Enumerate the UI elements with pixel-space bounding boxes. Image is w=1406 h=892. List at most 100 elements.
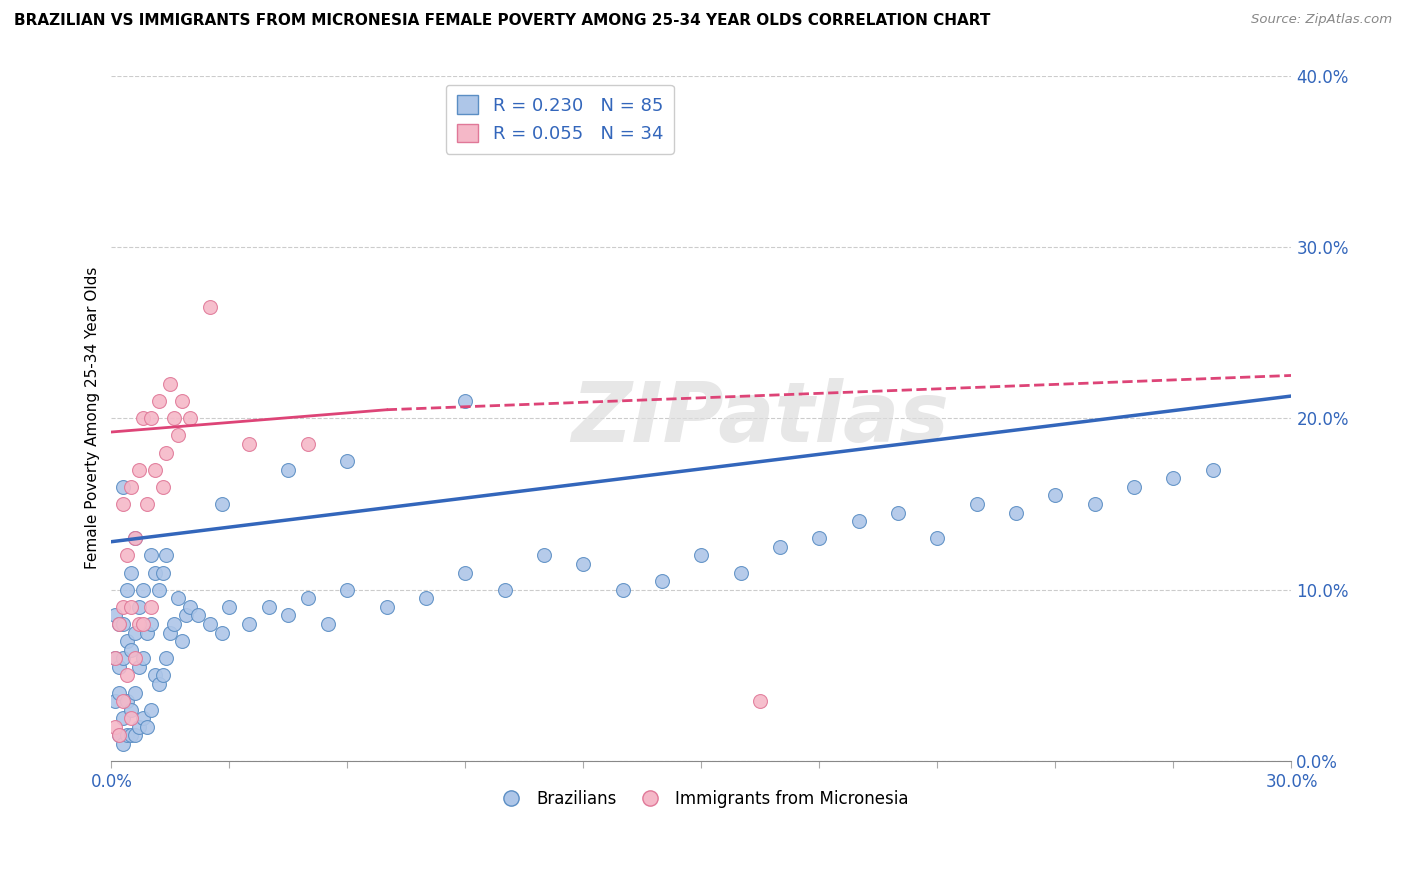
Point xyxy=(238,617,260,632)
Point xyxy=(148,677,170,691)
Point xyxy=(159,377,181,392)
Point xyxy=(1202,463,1225,477)
Point xyxy=(132,411,155,425)
Point xyxy=(172,634,194,648)
Point xyxy=(1045,488,1067,502)
Point xyxy=(115,694,138,708)
Point xyxy=(112,711,135,725)
Point xyxy=(124,728,146,742)
Y-axis label: Female Poverty Among 25-34 Year Olds: Female Poverty Among 25-34 Year Olds xyxy=(86,267,100,569)
Point xyxy=(155,549,177,563)
Point xyxy=(1123,480,1146,494)
Point xyxy=(277,463,299,477)
Point xyxy=(120,703,142,717)
Point xyxy=(104,608,127,623)
Point xyxy=(132,711,155,725)
Point xyxy=(179,411,201,425)
Point xyxy=(257,599,280,614)
Point xyxy=(104,694,127,708)
Point xyxy=(336,582,359,597)
Point xyxy=(132,617,155,632)
Point xyxy=(139,617,162,632)
Point xyxy=(115,549,138,563)
Point xyxy=(108,685,131,699)
Point xyxy=(124,685,146,699)
Point xyxy=(415,591,437,606)
Point xyxy=(115,634,138,648)
Point xyxy=(124,531,146,545)
Point xyxy=(187,608,209,623)
Point xyxy=(1084,497,1107,511)
Point xyxy=(651,574,673,588)
Point xyxy=(112,737,135,751)
Point xyxy=(163,617,186,632)
Point xyxy=(135,625,157,640)
Point xyxy=(155,651,177,665)
Point xyxy=(108,728,131,742)
Point xyxy=(808,531,831,545)
Point xyxy=(128,463,150,477)
Point xyxy=(115,668,138,682)
Point xyxy=(128,660,150,674)
Point xyxy=(124,651,146,665)
Point xyxy=(848,514,870,528)
Point xyxy=(375,599,398,614)
Point xyxy=(120,566,142,580)
Point xyxy=(572,557,595,571)
Point xyxy=(198,617,221,632)
Point xyxy=(135,497,157,511)
Point xyxy=(120,480,142,494)
Point xyxy=(112,694,135,708)
Point xyxy=(120,642,142,657)
Point xyxy=(108,617,131,632)
Point xyxy=(749,694,772,708)
Point xyxy=(174,608,197,623)
Point xyxy=(172,394,194,409)
Point xyxy=(104,720,127,734)
Point xyxy=(690,549,713,563)
Point xyxy=(211,497,233,511)
Point xyxy=(316,617,339,632)
Point xyxy=(336,454,359,468)
Point xyxy=(120,711,142,725)
Text: ZIPatlas: ZIPatlas xyxy=(571,378,949,458)
Point xyxy=(1005,506,1028,520)
Point xyxy=(218,599,240,614)
Point xyxy=(132,582,155,597)
Point xyxy=(132,651,155,665)
Point xyxy=(454,566,477,580)
Legend: Brazilians, Immigrants from Micronesia: Brazilians, Immigrants from Micronesia xyxy=(488,783,915,814)
Point xyxy=(927,531,949,545)
Point xyxy=(198,300,221,314)
Point xyxy=(115,728,138,742)
Point xyxy=(494,582,516,597)
Point xyxy=(179,599,201,614)
Point xyxy=(163,411,186,425)
Point xyxy=(533,549,555,563)
Point xyxy=(152,480,174,494)
Point xyxy=(104,651,127,665)
Point xyxy=(148,582,170,597)
Point xyxy=(112,617,135,632)
Point xyxy=(612,582,634,597)
Point xyxy=(128,720,150,734)
Point xyxy=(155,445,177,459)
Point xyxy=(112,599,135,614)
Point xyxy=(112,497,135,511)
Point xyxy=(148,394,170,409)
Point xyxy=(120,728,142,742)
Point xyxy=(108,728,131,742)
Point xyxy=(297,591,319,606)
Point xyxy=(152,668,174,682)
Point xyxy=(152,566,174,580)
Point xyxy=(112,651,135,665)
Point xyxy=(115,582,138,597)
Point xyxy=(139,599,162,614)
Point xyxy=(143,566,166,580)
Point xyxy=(730,566,752,580)
Point xyxy=(104,651,127,665)
Point xyxy=(211,625,233,640)
Point xyxy=(769,540,792,554)
Point xyxy=(167,428,190,442)
Point xyxy=(887,506,910,520)
